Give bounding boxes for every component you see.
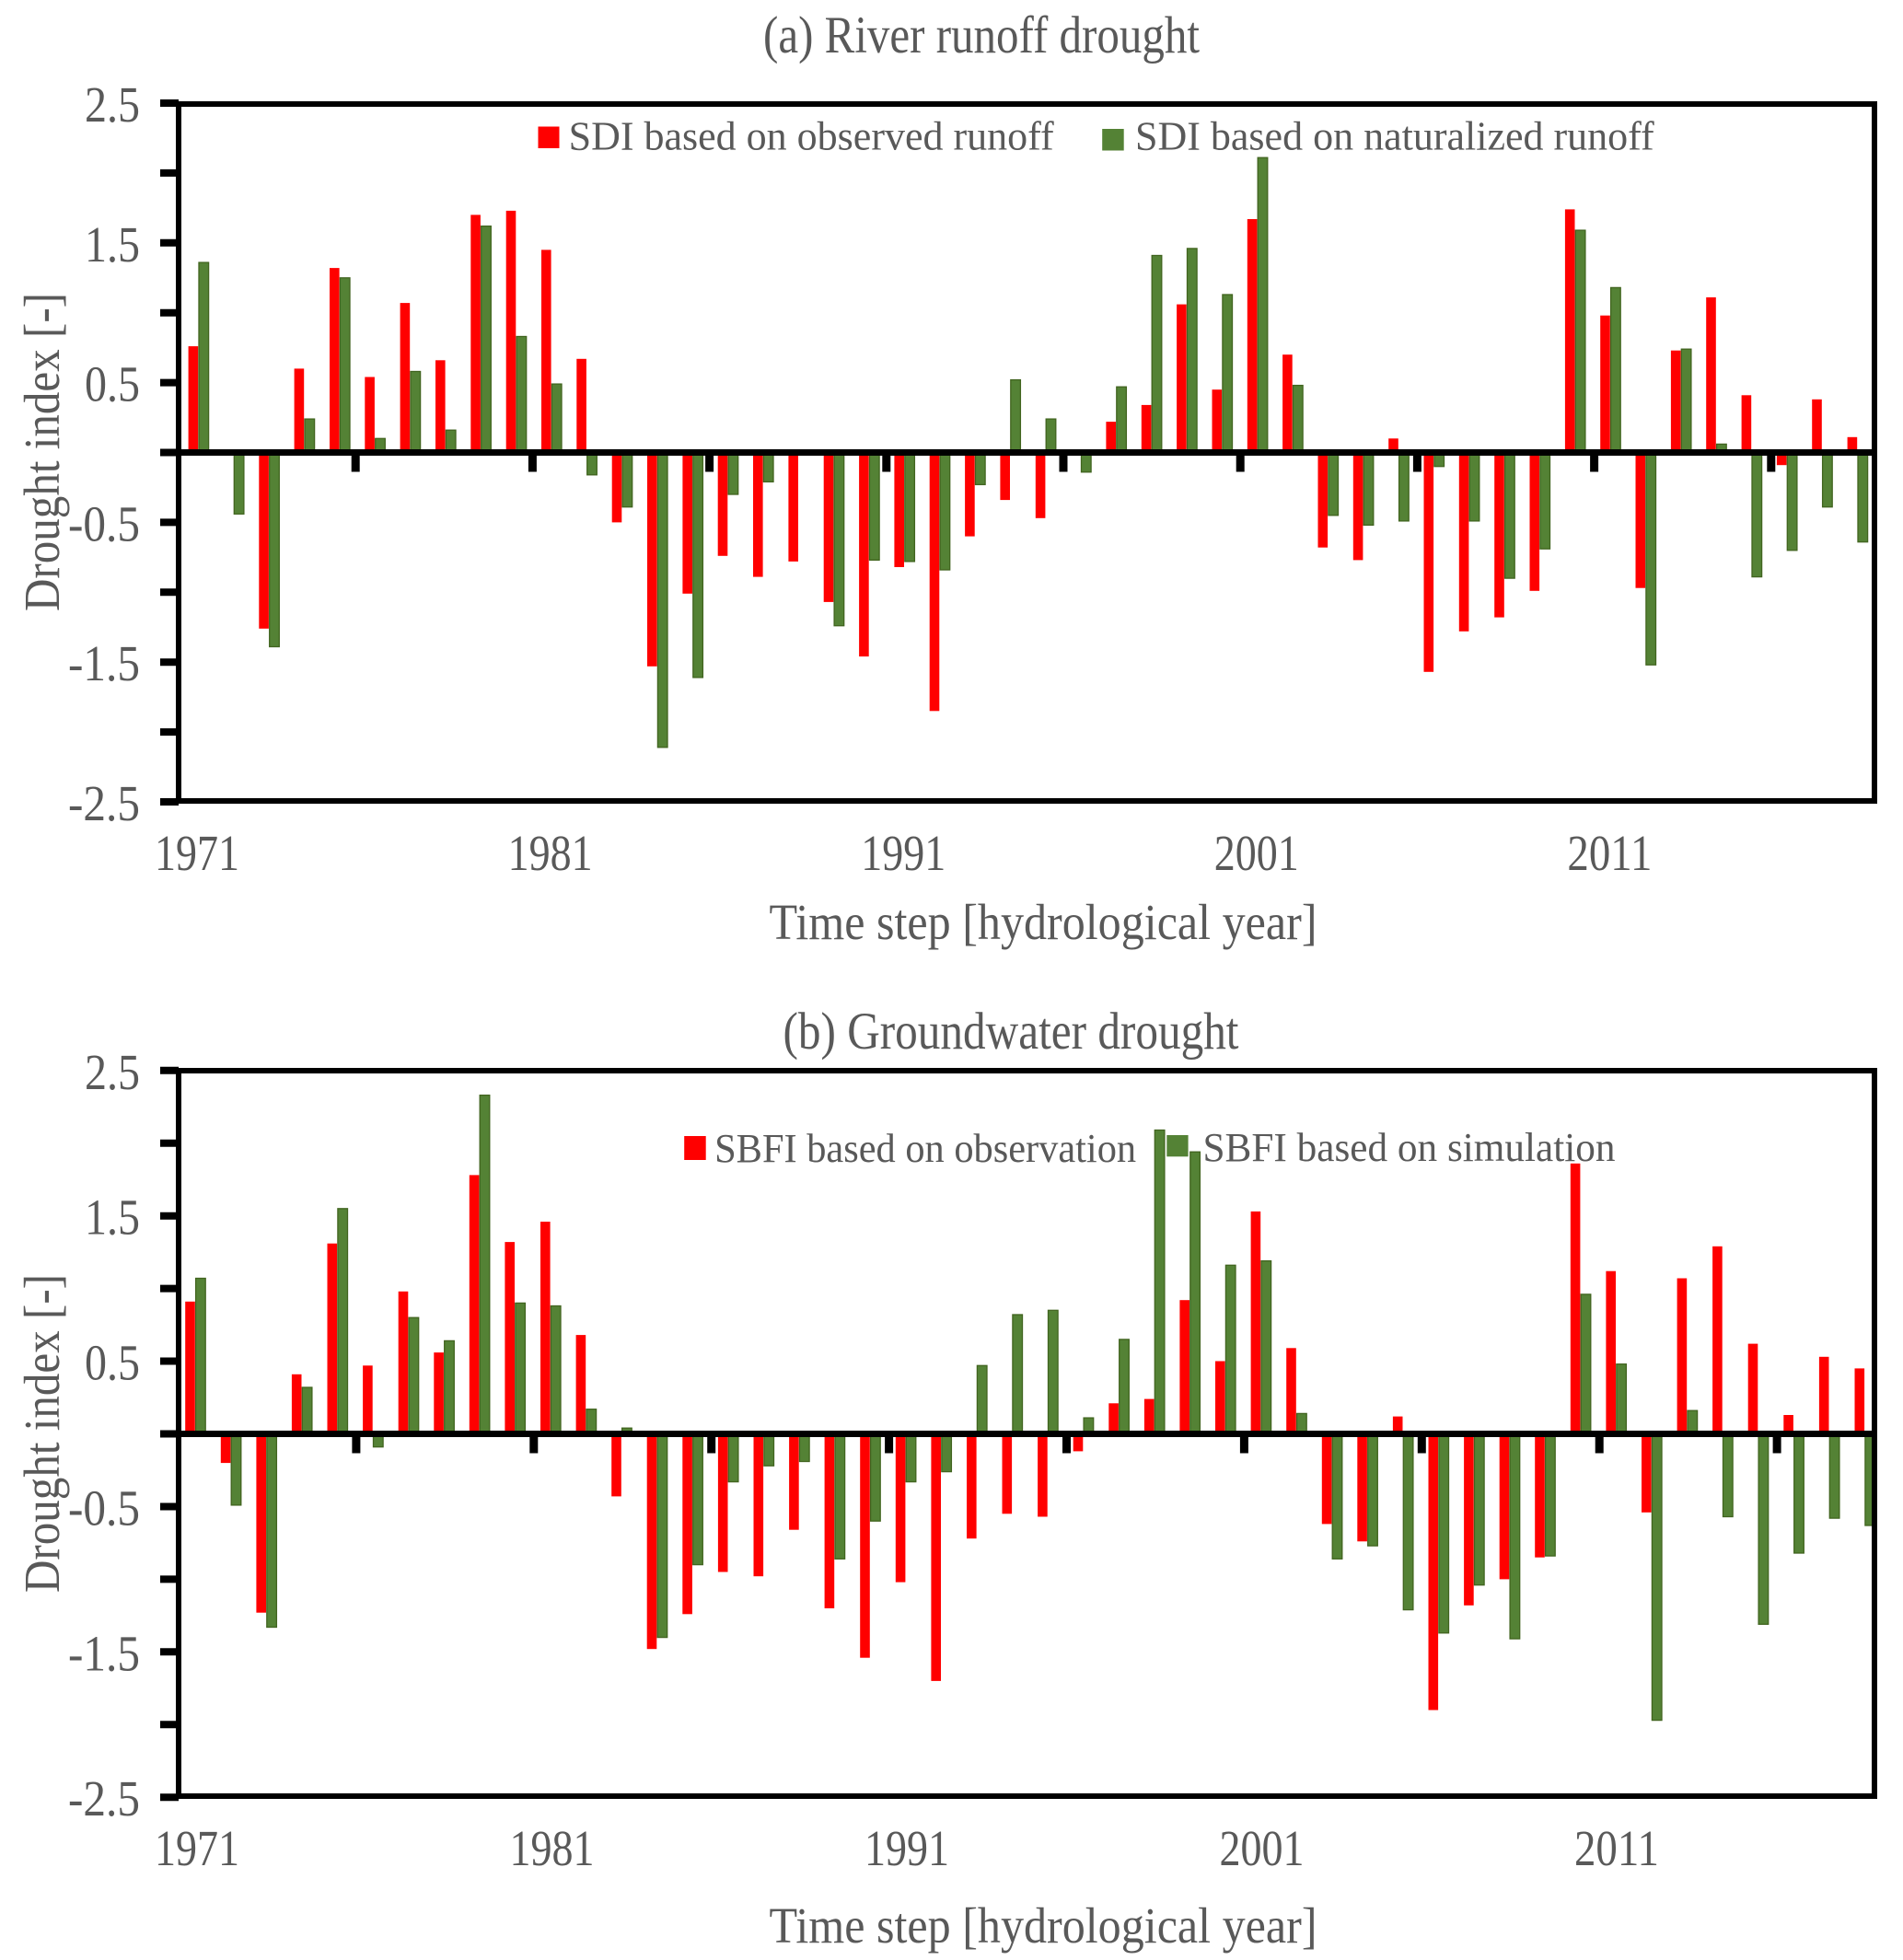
svg-text:Drought index [-]: Drought index [-] <box>14 1274 70 1593</box>
svg-text:(a) River runoff drought: (a) River runoff drought <box>763 6 1200 64</box>
svg-text:Time step [hydrological year]: Time step [hydrological year] <box>770 1897 1317 1954</box>
svg-text:SBFI based on observation: SBFI based on observation <box>714 1126 1136 1171</box>
svg-text:-1.5: -1.5 <box>68 1625 140 1681</box>
svg-text:2011: 2011 <box>1574 1820 1659 1876</box>
svg-text:0.5: 0.5 <box>85 356 140 412</box>
svg-text:2001: 2001 <box>1220 1820 1305 1876</box>
svg-text:-1.5: -1.5 <box>68 635 140 691</box>
svg-text:1971: 1971 <box>155 1820 239 1876</box>
svg-text:-0.5: -0.5 <box>68 495 140 551</box>
svg-text:0.5: 0.5 <box>85 1335 140 1391</box>
svg-text:-2.5: -2.5 <box>68 1770 140 1827</box>
svg-text:Time step [hydrological year]: Time step [hydrological year] <box>770 894 1317 950</box>
svg-text:2.5: 2.5 <box>85 1044 140 1100</box>
svg-text:1981: 1981 <box>508 825 593 881</box>
svg-text:2011: 2011 <box>1567 825 1652 881</box>
svg-text:1981: 1981 <box>510 1820 595 1876</box>
svg-text:SDI based on naturalized runof: SDI based on naturalized runoff <box>1135 114 1654 159</box>
svg-text:2001: 2001 <box>1214 825 1299 881</box>
svg-text:1991: 1991 <box>861 825 946 881</box>
svg-text:(b) Groundwater drought: (b) Groundwater drought <box>783 1003 1239 1061</box>
svg-text:-2.5: -2.5 <box>68 775 140 831</box>
svg-text:1.5: 1.5 <box>85 1189 140 1246</box>
svg-text:1.5: 1.5 <box>85 216 140 273</box>
svg-text:2.5: 2.5 <box>85 76 140 133</box>
svg-text:SDI based on observed runoff: SDI based on observed runoff <box>569 114 1054 159</box>
svg-text:-0.5: -0.5 <box>68 1480 140 1537</box>
svg-text:1991: 1991 <box>864 1820 949 1876</box>
svg-text:Drought index [-]: Drought index [-] <box>14 293 70 611</box>
svg-text:1971: 1971 <box>155 825 239 881</box>
svg-text:SBFI based on simulation: SBFI based on simulation <box>1203 1125 1616 1170</box>
